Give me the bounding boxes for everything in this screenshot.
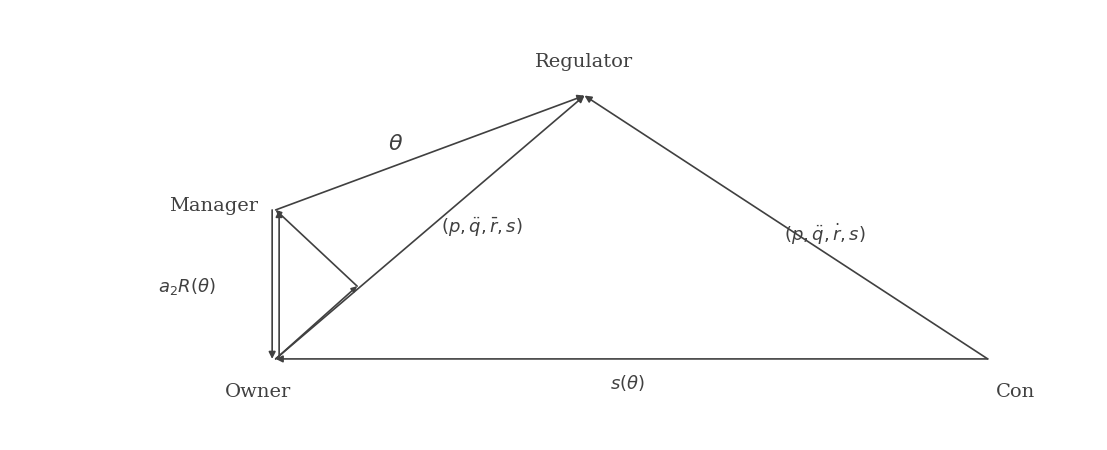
Text: $s(\theta)$: $s(\theta)$ bbox=[610, 373, 644, 393]
Text: $\theta$: $\theta$ bbox=[389, 133, 403, 155]
Text: Owner: Owner bbox=[226, 383, 291, 401]
Text: Manager: Manager bbox=[169, 198, 259, 216]
Text: $a_2 R(\theta)$: $a_2 R(\theta)$ bbox=[158, 276, 216, 297]
Text: Con: Con bbox=[996, 383, 1035, 401]
Text: Regulator: Regulator bbox=[536, 53, 633, 71]
Text: $(p,\ddot{q},\bar{r},s)$: $(p,\ddot{q},\bar{r},s)$ bbox=[441, 216, 523, 239]
Text: $(p,\ddot{q},\dot{r},s)$: $(p,\ddot{q},\dot{r},s)$ bbox=[784, 221, 866, 247]
